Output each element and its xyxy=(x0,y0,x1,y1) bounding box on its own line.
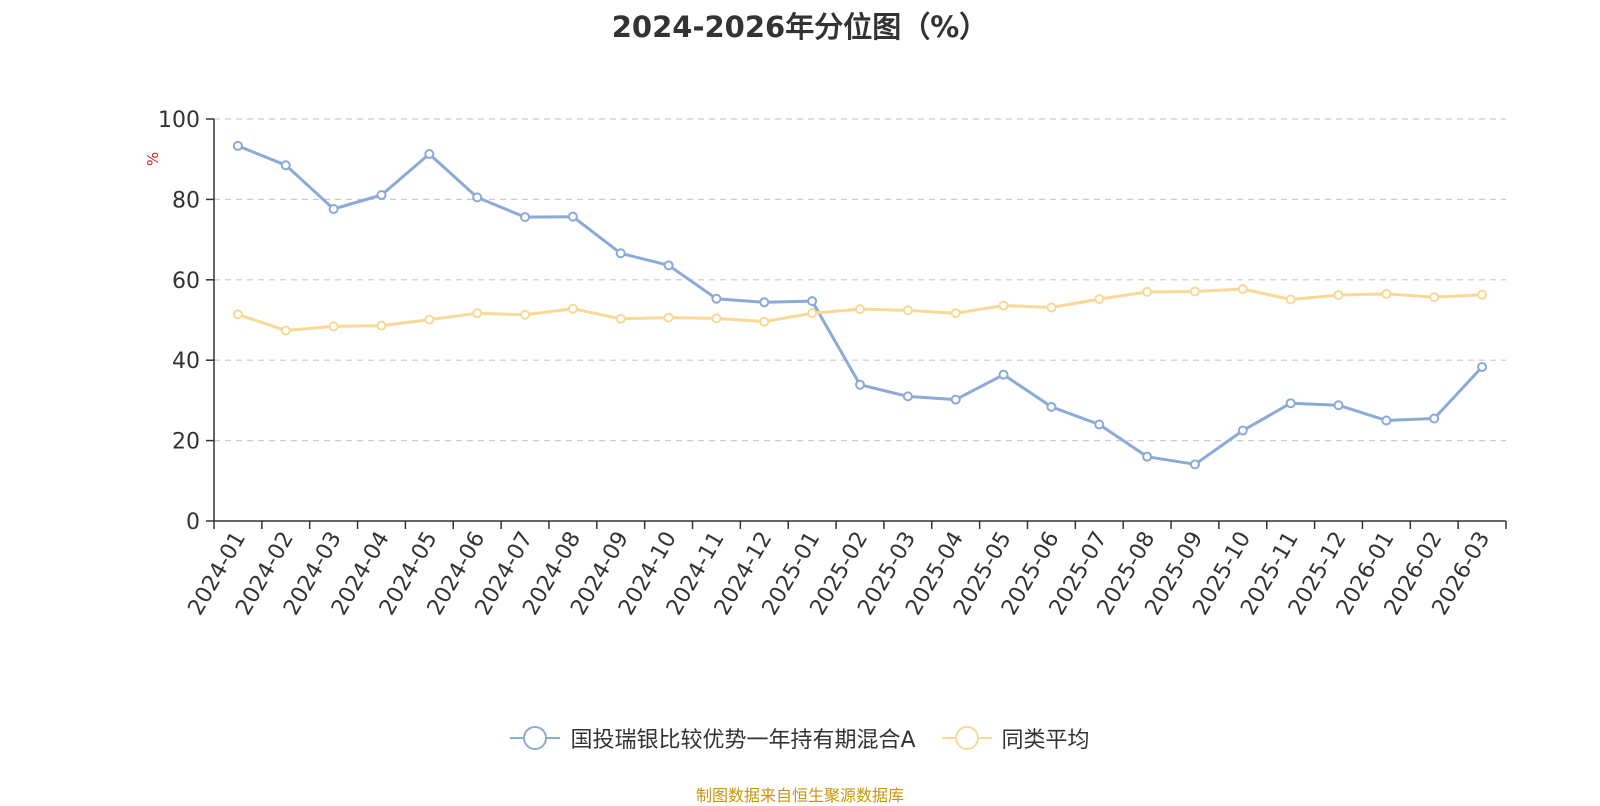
point-s0-2025-04 xyxy=(950,394,961,405)
point-s0-2025-02 xyxy=(855,379,865,390)
point-s0-2024-05 xyxy=(424,148,435,159)
legend-label-average: 同类平均 xyxy=(1001,728,1090,753)
point-s1-2024-01 xyxy=(232,309,243,320)
point-s1-2024-11 xyxy=(711,313,722,324)
point-s1-2026-03 xyxy=(1477,289,1488,300)
point-s0-2025-12 xyxy=(1333,400,1344,411)
legend-label-fund: 国投瑞银比较优势一年持有期混合A xyxy=(570,728,916,753)
point-s1-2026-01 xyxy=(1381,288,1392,299)
point-s0-2024-08 xyxy=(567,211,578,222)
point-s0-2024-12 xyxy=(759,297,770,308)
point-s0-2025-07 xyxy=(1094,419,1105,430)
point-s0-2026-03 xyxy=(1477,362,1488,373)
point-s0-2024-01 xyxy=(232,140,243,151)
axes: 020406080100%2024-012024-022024-032024-0… xyxy=(144,108,1507,620)
legend-item-average[interactable]: 同类平均 xyxy=(941,722,1090,754)
y-tick-label-0: 0 xyxy=(186,510,200,535)
point-s1-2025-01 xyxy=(807,308,818,319)
point-s1-2024-09 xyxy=(615,313,626,324)
y-tick-label-40: 40 xyxy=(172,349,200,374)
point-s1-2025-02 xyxy=(855,304,865,315)
point-s0-2025-01 xyxy=(807,296,818,307)
point-s0-2024-11 xyxy=(711,293,722,304)
point-s0-2024-03 xyxy=(328,204,339,215)
point-s1-2024-03 xyxy=(328,321,339,332)
point-s1-2024-12 xyxy=(759,316,770,327)
point-s1-2025-03 xyxy=(902,305,913,316)
point-s1-2025-04 xyxy=(950,308,961,319)
point-s1-2024-08 xyxy=(567,303,578,314)
legend-swatch-fund xyxy=(510,726,561,750)
point-s0-2025-10 xyxy=(1237,425,1248,436)
point-s0-2025-11 xyxy=(1285,398,1296,409)
point-s0-2025-03 xyxy=(902,391,913,402)
point-s0-2026-01 xyxy=(1381,415,1392,426)
point-s0-2026-02 xyxy=(1429,413,1440,424)
point-s1-2024-06 xyxy=(472,308,483,319)
point-s1-2024-02 xyxy=(280,325,291,336)
point-s0-2025-08 xyxy=(1142,451,1153,462)
point-s1-2024-05 xyxy=(424,314,435,325)
point-s1-2024-04 xyxy=(376,320,387,331)
point-s1-2025-10 xyxy=(1237,284,1248,295)
source-note: 制图数据来自恒生聚源数据库 xyxy=(695,786,904,805)
legend-item-fund[interactable]: 国投瑞银比较优势一年持有期混合A xyxy=(510,722,916,754)
point-s1-2024-07 xyxy=(520,309,531,320)
point-s0-2025-06 xyxy=(1046,401,1057,412)
chart-title: 2024-2026年分位图（%） xyxy=(611,10,989,44)
point-s1-2024-10 xyxy=(663,312,674,323)
point-s0-2024-07 xyxy=(520,212,531,223)
point-s1-2025-06 xyxy=(1046,302,1057,313)
legend-swatch-average xyxy=(941,726,992,750)
point-s0-2024-02 xyxy=(280,160,291,171)
point-s1-2025-09 xyxy=(1189,286,1200,297)
y-tick-label-80: 80 xyxy=(172,188,200,213)
y-tick-label-60: 60 xyxy=(172,269,200,294)
point-s1-2025-05 xyxy=(998,300,1009,311)
point-s1-2025-08 xyxy=(1142,286,1153,297)
point-s0-2025-05 xyxy=(998,369,1009,380)
point-s0-2024-10 xyxy=(663,260,674,271)
point-s0-2024-06 xyxy=(472,192,483,203)
series-lines xyxy=(232,140,1488,470)
point-s0-2024-09 xyxy=(615,248,626,259)
point-s0-2025-09 xyxy=(1189,459,1200,470)
y-tick-label-100: 100 xyxy=(158,108,200,133)
point-s1-2026-02 xyxy=(1429,292,1440,303)
legend: 国投瑞银比较优势一年持有期混合A 同类平均 xyxy=(0,722,1600,754)
y-axis-label: % xyxy=(144,152,162,166)
point-s1-2025-12 xyxy=(1333,290,1344,301)
point-s1-2025-11 xyxy=(1285,294,1296,305)
y-tick-label-20: 20 xyxy=(172,430,200,455)
point-s1-2025-07 xyxy=(1094,294,1105,305)
point-s0-2024-04 xyxy=(376,189,387,200)
grid-lines xyxy=(214,118,1506,442)
